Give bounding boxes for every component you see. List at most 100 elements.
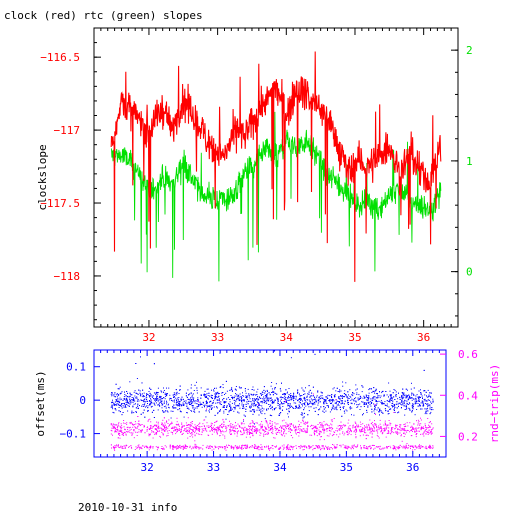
scatter-point: [211, 427, 212, 429]
scatter-point: [353, 426, 355, 428]
scatter-point: [298, 424, 300, 426]
scatter-point: [142, 404, 144, 405]
scatter-point: [284, 429, 286, 431]
scatter-point: [393, 404, 395, 406]
scatter-point: [280, 429, 282, 431]
scatter-point: [218, 395, 220, 397]
scatter-point: [427, 403, 429, 405]
scatter-point: [177, 404, 179, 406]
scatter-point: [258, 402, 260, 404]
scatter-point: [370, 427, 372, 429]
scatter-point: [423, 432, 425, 434]
scatter-point: [262, 393, 264, 395]
scatter-point: [235, 430, 237, 432]
scatter-point: [404, 409, 406, 410]
scatter-point: [402, 428, 404, 430]
scatter-point: [193, 399, 194, 401]
scatter-point: [228, 445, 230, 446]
scatter-point: [236, 393, 238, 395]
scatter-point: [280, 398, 282, 400]
scatter-point: [239, 403, 240, 405]
scatter-point: [406, 447, 408, 449]
scatter-point: [338, 403, 339, 405]
scatter-point: [411, 407, 413, 409]
scatter-point: [264, 400, 265, 402]
scatter-point: [348, 419, 350, 421]
scatter-point: [174, 393, 175, 395]
scatter-point: [266, 408, 267, 410]
scatter-point: [139, 405, 140, 406]
scatter-point: [372, 428, 374, 430]
scatter-point: [156, 421, 158, 423]
scatter-point: [207, 388, 209, 390]
scatter-point: [175, 404, 177, 406]
scatter-point: [268, 447, 270, 449]
scatter-point: [248, 434, 250, 435]
scatter-point: [240, 387, 242, 389]
scatter-point: [339, 425, 340, 426]
scatter-point: [115, 400, 117, 402]
scatter-point: [381, 429, 383, 431]
scatter-point: [241, 423, 243, 425]
scatter-point: [172, 448, 174, 450]
scatter-point: [253, 405, 255, 407]
scatter-point: [375, 393, 377, 395]
scatter-point: [240, 430, 241, 432]
scatter-point: [403, 446, 405, 448]
scatter-point: [252, 430, 254, 432]
scatter-point: [411, 394, 412, 396]
scatter-point: [422, 428, 424, 429]
scatter-point: [136, 427, 138, 429]
scatter-point: [189, 399, 191, 401]
scatter-point: [179, 405, 181, 407]
scatter-point: [241, 446, 243, 448]
scatter-point: [156, 395, 158, 397]
scatter-point: [306, 428, 308, 430]
scatter-point: [252, 445, 253, 447]
scatter-point: [362, 386, 364, 388]
scatter-point: [271, 392, 273, 393]
scatter-point: [400, 407, 402, 409]
scatter-point: [220, 426, 222, 428]
scatter-point: [416, 433, 418, 434]
scatter-point: [423, 435, 425, 437]
scatter-point: [228, 410, 230, 412]
scatter-point: [378, 429, 380, 431]
scatter-point: [240, 422, 242, 424]
scatter-point: [172, 407, 174, 409]
scatter-point: [179, 389, 181, 390]
scatter-point: [242, 428, 244, 430]
scatter-point: [186, 430, 188, 432]
scatter-point: [414, 446, 416, 448]
scatter-point: [374, 390, 376, 392]
scatter-point: [261, 400, 263, 402]
scatter-point: [198, 428, 200, 430]
scatter-point: [214, 396, 216, 398]
scatter-point: [256, 400, 258, 402]
scatter-point: [389, 398, 391, 400]
scatter-point: [350, 399, 352, 401]
scatter-point: [404, 400, 406, 402]
scatter-point: [329, 400, 331, 402]
scatter-point: [420, 419, 422, 421]
scatter-point: [204, 426, 205, 428]
scatter-point: [169, 444, 171, 446]
scatter-point: [309, 401, 311, 403]
scatter-point: [363, 445, 365, 447]
scatter-point: [345, 445, 347, 447]
scatter-point: [251, 420, 253, 422]
scatter-point: [406, 443, 408, 444]
scatter-point: [318, 396, 320, 398]
scatter-point: [394, 428, 396, 429]
scatter-point: [334, 394, 336, 396]
scatter-point: [388, 382, 390, 384]
scatter-point: [411, 392, 413, 394]
scatter-point: [124, 403, 125, 405]
scatter-point: [169, 447, 171, 449]
scatter-point: [325, 400, 327, 402]
scatter-point: [430, 395, 432, 397]
scatter-point: [264, 418, 266, 420]
scatter-point: [157, 425, 159, 427]
scatter-point: [176, 424, 178, 426]
scatter-point: [242, 427, 244, 429]
